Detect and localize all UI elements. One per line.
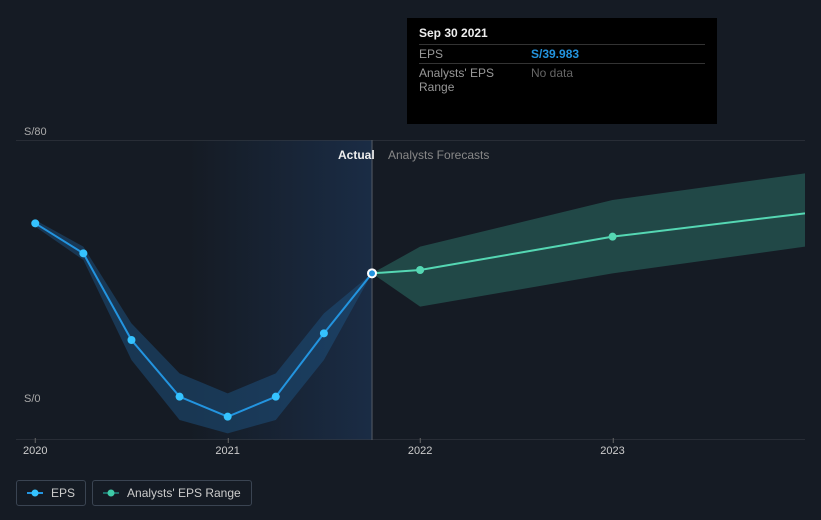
tooltip-row-value: No data — [531, 66, 573, 94]
chart-plot-area[interactable] — [16, 140, 805, 440]
legend-swatch-icon — [27, 489, 43, 497]
tooltip-row: Analysts' EPS RangeNo data — [419, 63, 705, 96]
legend-label: EPS — [51, 486, 75, 500]
legend: EPS Analysts' EPS Range — [16, 480, 252, 506]
tooltip-row: EPSS/39.983 — [419, 44, 705, 63]
y-axis-tick: S/80 — [24, 126, 47, 138]
x-axis: 2020 2021 2022 2023 — [16, 445, 805, 465]
x-axis-tick: 2020 — [23, 445, 47, 457]
x-axis-tick: 2023 — [600, 445, 624, 457]
x-axis-tick: 2021 — [215, 445, 239, 457]
region-label-actual: Actual — [338, 148, 375, 162]
tooltip-date: Sep 30 2021 — [419, 26, 705, 40]
legend-label: Analysts' EPS Range — [127, 486, 241, 500]
legend-swatch-icon — [103, 489, 119, 497]
legend-item[interactable]: Analysts' EPS Range — [92, 480, 252, 506]
tooltip-row-value: S/39.983 — [531, 47, 579, 61]
region-label-forecast: Analysts Forecasts — [388, 148, 489, 162]
legend-item[interactable]: EPS — [16, 480, 86, 506]
tooltip-row-label: EPS — [419, 47, 531, 61]
tooltip-row-label: Analysts' EPS Range — [419, 66, 531, 94]
hover-tooltip: Sep 30 2021 EPSS/39.983Analysts' EPS Ran… — [407, 18, 717, 124]
x-axis-tick: 2022 — [408, 445, 432, 457]
